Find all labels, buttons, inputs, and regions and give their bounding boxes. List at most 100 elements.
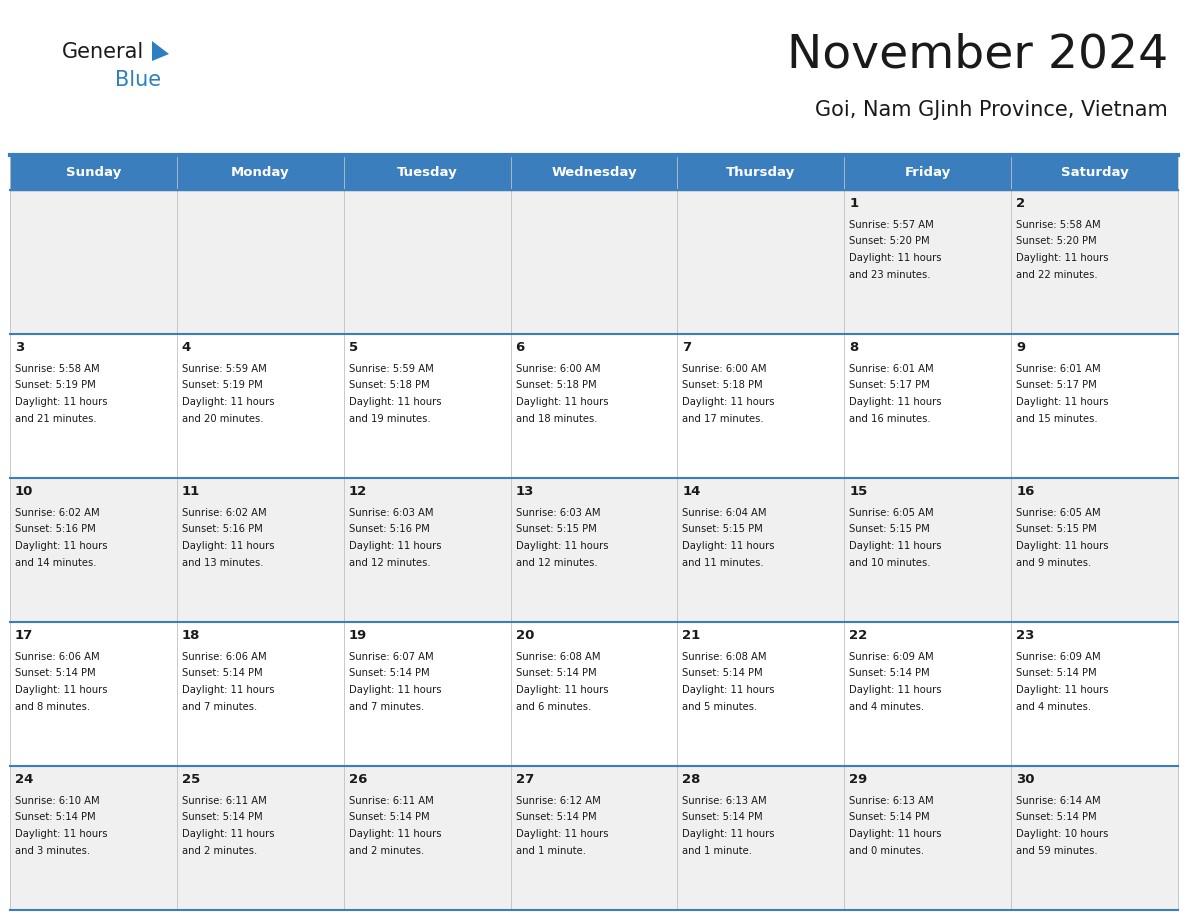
Text: and 3 minutes.: and 3 minutes. xyxy=(15,845,90,856)
Text: 14: 14 xyxy=(682,485,701,498)
Text: Sunset: 5:17 PM: Sunset: 5:17 PM xyxy=(849,380,930,390)
Text: Sunrise: 6:12 AM: Sunrise: 6:12 AM xyxy=(516,796,600,806)
Bar xyxy=(1011,155,1178,190)
Text: 21: 21 xyxy=(682,629,701,642)
Text: and 59 minutes.: and 59 minutes. xyxy=(1016,845,1098,856)
Bar xyxy=(177,766,343,910)
Text: Sunrise: 6:06 AM: Sunrise: 6:06 AM xyxy=(182,652,266,662)
Text: and 20 minutes.: and 20 minutes. xyxy=(182,413,264,423)
Text: Sunset: 5:20 PM: Sunset: 5:20 PM xyxy=(849,237,930,247)
Bar xyxy=(177,478,343,622)
Text: Sunset: 5:15 PM: Sunset: 5:15 PM xyxy=(516,524,596,534)
Bar xyxy=(511,766,677,910)
Bar xyxy=(343,478,511,622)
Text: 19: 19 xyxy=(349,629,367,642)
Bar xyxy=(511,622,677,766)
Text: Sunrise: 6:01 AM: Sunrise: 6:01 AM xyxy=(1016,364,1101,374)
Bar xyxy=(845,478,1011,622)
Text: 23: 23 xyxy=(1016,629,1035,642)
Text: and 23 minutes.: and 23 minutes. xyxy=(849,270,930,279)
Text: Sunset: 5:15 PM: Sunset: 5:15 PM xyxy=(1016,524,1097,534)
Text: 16: 16 xyxy=(1016,485,1035,498)
Bar xyxy=(10,766,177,910)
Bar xyxy=(343,622,511,766)
Text: Sunrise: 6:14 AM: Sunrise: 6:14 AM xyxy=(1016,796,1101,806)
Text: Sunrise: 5:58 AM: Sunrise: 5:58 AM xyxy=(1016,220,1101,230)
Text: 22: 22 xyxy=(849,629,867,642)
Bar xyxy=(1011,478,1178,622)
Bar xyxy=(10,155,177,190)
Text: Sunset: 5:14 PM: Sunset: 5:14 PM xyxy=(15,668,95,678)
Text: and 11 minutes.: and 11 minutes. xyxy=(682,557,764,567)
Text: Daylight: 11 hours: Daylight: 11 hours xyxy=(682,829,775,839)
Bar xyxy=(677,766,845,910)
Text: and 12 minutes.: and 12 minutes. xyxy=(349,557,430,567)
Text: Sunrise: 6:08 AM: Sunrise: 6:08 AM xyxy=(516,652,600,662)
Text: Sunset: 5:18 PM: Sunset: 5:18 PM xyxy=(682,380,763,390)
Text: Daylight: 11 hours: Daylight: 11 hours xyxy=(516,397,608,407)
Text: 27: 27 xyxy=(516,773,533,786)
Text: and 13 minutes.: and 13 minutes. xyxy=(182,557,264,567)
Text: Sunrise: 6:10 AM: Sunrise: 6:10 AM xyxy=(15,796,100,806)
Text: 13: 13 xyxy=(516,485,533,498)
Text: Daylight: 11 hours: Daylight: 11 hours xyxy=(15,685,107,695)
Text: Daylight: 10 hours: Daylight: 10 hours xyxy=(1016,829,1108,839)
Text: Daylight: 11 hours: Daylight: 11 hours xyxy=(1016,541,1108,551)
Text: 8: 8 xyxy=(849,341,859,354)
Text: Thursday: Thursday xyxy=(726,166,796,179)
Text: and 7 minutes.: and 7 minutes. xyxy=(349,701,424,711)
Text: Sunset: 5:17 PM: Sunset: 5:17 PM xyxy=(1016,380,1097,390)
Text: Sunset: 5:19 PM: Sunset: 5:19 PM xyxy=(15,380,96,390)
Text: 30: 30 xyxy=(1016,773,1035,786)
Text: 10: 10 xyxy=(15,485,33,498)
Text: Blue: Blue xyxy=(115,70,162,90)
Text: Daylight: 11 hours: Daylight: 11 hours xyxy=(849,541,942,551)
Text: Daylight: 11 hours: Daylight: 11 hours xyxy=(516,829,608,839)
Text: Sunrise: 6:08 AM: Sunrise: 6:08 AM xyxy=(682,652,767,662)
Text: 20: 20 xyxy=(516,629,533,642)
Bar xyxy=(1011,190,1178,334)
Text: Sunset: 5:15 PM: Sunset: 5:15 PM xyxy=(682,524,763,534)
Text: Daylight: 11 hours: Daylight: 11 hours xyxy=(15,397,107,407)
Text: Wednesday: Wednesday xyxy=(551,166,637,179)
Text: Daylight: 11 hours: Daylight: 11 hours xyxy=(349,541,441,551)
Bar xyxy=(10,190,177,334)
Text: Daylight: 11 hours: Daylight: 11 hours xyxy=(182,397,274,407)
Text: Sunrise: 6:13 AM: Sunrise: 6:13 AM xyxy=(849,796,934,806)
Text: Sunset: 5:14 PM: Sunset: 5:14 PM xyxy=(849,812,930,823)
Text: Sunset: 5:14 PM: Sunset: 5:14 PM xyxy=(15,812,95,823)
Text: 6: 6 xyxy=(516,341,525,354)
Text: November 2024: November 2024 xyxy=(786,32,1168,77)
Text: Daylight: 11 hours: Daylight: 11 hours xyxy=(182,541,274,551)
Bar xyxy=(511,190,677,334)
Bar xyxy=(1011,334,1178,478)
Text: and 19 minutes.: and 19 minutes. xyxy=(349,413,430,423)
Text: and 15 minutes.: and 15 minutes. xyxy=(1016,413,1098,423)
Bar xyxy=(845,622,1011,766)
Text: Sunrise: 6:11 AM: Sunrise: 6:11 AM xyxy=(349,796,434,806)
Text: Sunrise: 6:04 AM: Sunrise: 6:04 AM xyxy=(682,508,767,518)
Text: Sunset: 5:14 PM: Sunset: 5:14 PM xyxy=(1016,812,1097,823)
Text: Sunset: 5:16 PM: Sunset: 5:16 PM xyxy=(15,524,96,534)
Text: Sunrise: 6:03 AM: Sunrise: 6:03 AM xyxy=(516,508,600,518)
Text: Sunrise: 6:09 AM: Sunrise: 6:09 AM xyxy=(1016,652,1101,662)
Text: 17: 17 xyxy=(15,629,33,642)
Text: Daylight: 11 hours: Daylight: 11 hours xyxy=(682,541,775,551)
Bar xyxy=(677,478,845,622)
Text: 3: 3 xyxy=(15,341,24,354)
Bar xyxy=(677,622,845,766)
Text: Sunset: 5:14 PM: Sunset: 5:14 PM xyxy=(349,668,429,678)
Text: Daylight: 11 hours: Daylight: 11 hours xyxy=(849,253,942,263)
Text: Daylight: 11 hours: Daylight: 11 hours xyxy=(682,397,775,407)
Text: and 22 minutes.: and 22 minutes. xyxy=(1016,270,1098,279)
Bar xyxy=(10,478,177,622)
Text: Daylight: 11 hours: Daylight: 11 hours xyxy=(1016,685,1108,695)
Bar xyxy=(511,334,677,478)
Text: 12: 12 xyxy=(349,485,367,498)
Bar xyxy=(10,622,177,766)
Text: General: General xyxy=(62,42,144,62)
Text: 1: 1 xyxy=(849,197,859,210)
Bar xyxy=(1011,622,1178,766)
Text: Sunset: 5:16 PM: Sunset: 5:16 PM xyxy=(349,524,430,534)
Text: 18: 18 xyxy=(182,629,201,642)
